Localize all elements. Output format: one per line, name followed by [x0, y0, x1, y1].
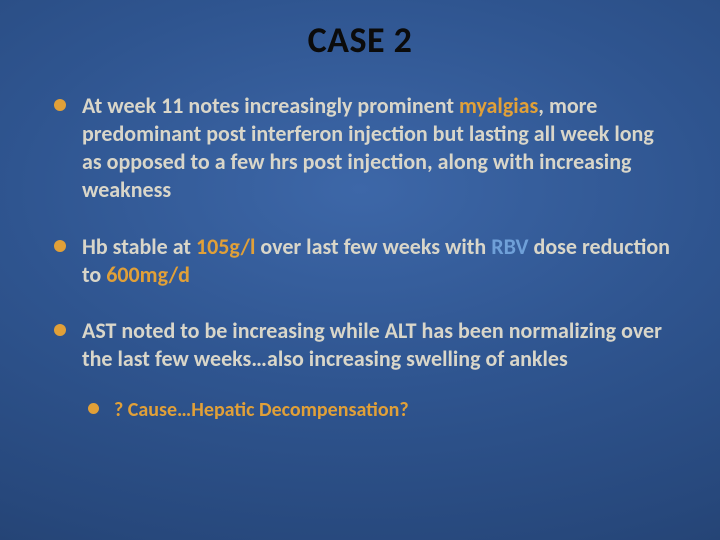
bullet-item: At week 11 notes increasingly prominent …: [50, 92, 670, 205]
slide-title: CASE 2: [0, 0, 720, 62]
text-run: over last few weeks with: [255, 233, 491, 260]
text-run: Hb stable at: [82, 233, 196, 260]
bullet-list: At week 11 notes increasingly prominent …: [50, 92, 670, 423]
bullet-item: Hb stable at 105g/l over last few weeks …: [50, 233, 670, 289]
text-run: RBV: [491, 233, 528, 260]
bullet-item: AST noted to be increasing while ALT has…: [50, 317, 670, 423]
bullet-text: AST noted to be increasing while ALT has…: [82, 317, 662, 372]
text-run: ? Cause…Hepatic Decompensation?: [114, 398, 409, 422]
text-run: 105g/l: [196, 233, 255, 260]
text-run: 600mg/d: [106, 261, 190, 288]
text-run: AST noted to be increasing while ALT has…: [82, 317, 662, 372]
text-run: myalgias: [459, 92, 538, 119]
sub-bullet-list: ? Cause…Hepatic Decompensation?: [86, 397, 670, 423]
slide-content: At week 11 notes increasingly prominent …: [0, 62, 720, 423]
text-run: At week 11 notes increasingly prominent: [82, 92, 459, 119]
sub-bullet-item: ? Cause…Hepatic Decompensation?: [86, 397, 670, 423]
